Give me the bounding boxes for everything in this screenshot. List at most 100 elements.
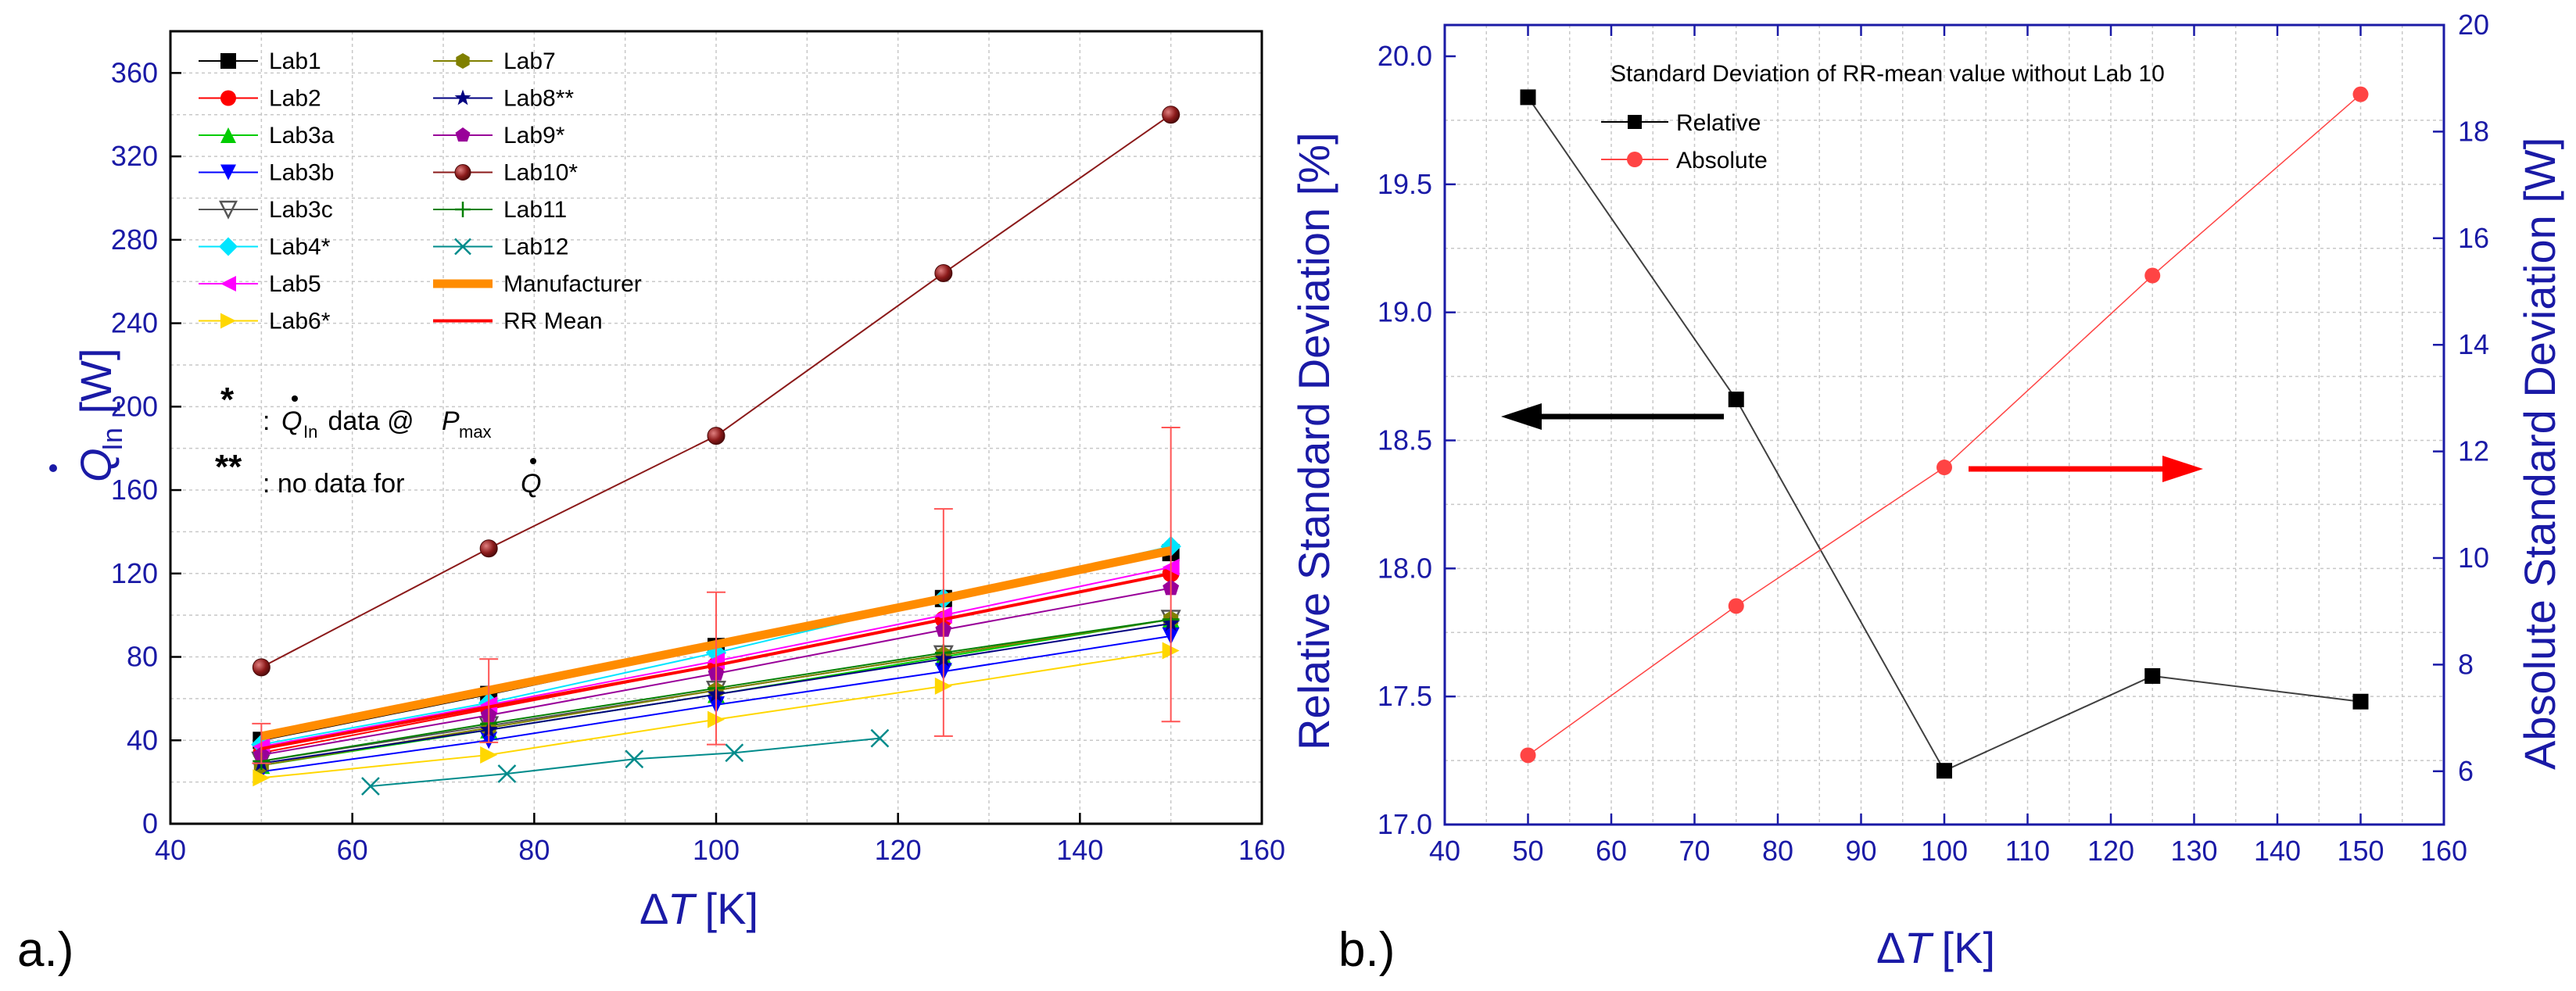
series-relative <box>1520 89 2369 779</box>
panel-a-legend: Lab1 Lab2 Lab3a Lab3b Lab3c Lab4* Lab5 Lab6* Lab… <box>199 48 642 335</box>
legend-label: Lab2 <box>269 86 321 112</box>
point-absolute <box>2352 86 2369 102</box>
legend-marker <box>456 53 470 69</box>
legend-marker <box>220 127 236 143</box>
legend-item-lab11: Lab11 <box>433 197 567 223</box>
legend-item-lab7: Lab7 <box>433 48 556 74</box>
series-line-absolute <box>1528 94 2361 756</box>
y-tick-label: 160 <box>111 474 158 506</box>
arrow-left-icon <box>1501 403 1542 430</box>
panel-b-y-right-label: Absolute Standard Deviation [W] <box>2515 138 2564 770</box>
star-q-sub: In <box>303 422 317 442</box>
point-lab10 <box>934 264 953 283</box>
star-text: data @ <box>321 406 421 436</box>
x-label-t: T <box>668 884 697 933</box>
legend-item-manufacturer: Manufacturer <box>433 271 642 297</box>
point-lab12 <box>870 728 890 748</box>
point-lab12 <box>497 764 517 783</box>
legend-item-rr-mean: RR Mean <box>433 309 603 335</box>
series-lab10 <box>252 106 1181 677</box>
legend-label: Lab11 <box>503 197 567 223</box>
panel-b-grid <box>1445 25 2444 825</box>
x-tick-label: 90 <box>1845 835 1876 867</box>
legend-relative-label: Relative <box>1676 110 1761 136</box>
panel-b-chart: 40 50 60 70 80 90 100 110 120 130 140 150 160 17.0 17.… <box>1289 9 2564 977</box>
x-tick-label: 110 <box>2005 835 2050 867</box>
x-tick-label: 160 <box>2420 835 2467 867</box>
star-colon: : <box>263 406 270 436</box>
y-tick-label: 240 <box>111 307 158 339</box>
panel-b-legend: Relative Absolute <box>1601 110 1768 174</box>
x-tick-label: 60 <box>1596 835 1627 867</box>
x-tick-label: 60 <box>337 834 368 866</box>
star-symbol: * <box>220 381 235 419</box>
star-q: Q <box>281 406 302 436</box>
x-label-delta-b: Δ <box>1876 923 1905 972</box>
legend-label: Lab3c <box>269 197 333 223</box>
point-relative <box>1728 392 1744 408</box>
point-absolute <box>1520 747 1536 764</box>
x-tick-label: 120 <box>2087 835 2134 867</box>
x-tick-label: 120 <box>875 834 922 866</box>
legend-label: Lab7 <box>503 48 556 74</box>
point-relative <box>2144 667 2161 684</box>
legend-marker <box>455 127 471 142</box>
legend-label: Lab6* <box>269 309 331 335</box>
x-tick-label: 80 <box>518 834 550 866</box>
series-absolute <box>1520 86 2369 764</box>
panel-b-y-left-label: Relative Standard Deviation [%] <box>1289 132 1338 750</box>
y-left-tick-label: 19.0 <box>1378 296 1432 328</box>
y-right-tick-label: 16 <box>2458 222 2489 254</box>
y-left-tick-label: 18.0 <box>1378 552 1432 584</box>
point-relative <box>1936 763 1952 779</box>
y-label-q-dot <box>49 464 57 472</box>
panel-a-chart: 40 60 80 100 120 140 1600408012016020024028032… <box>17 30 1285 977</box>
legend-absolute-marker <box>1627 152 1643 167</box>
x-tick-label: 100 <box>1921 835 1968 867</box>
legend-marker <box>455 202 471 217</box>
x-tick-label: 150 <box>2337 835 2384 867</box>
series-rr-mean <box>252 427 1181 764</box>
point-lab12 <box>361 777 380 796</box>
panel-b-x-axis-label: Δ T [K] <box>1876 923 1995 972</box>
legend-item-lab3a: Lab3a <box>199 123 335 148</box>
right-axis-arrow <box>1969 456 2203 482</box>
legend-item-lab1: Lab1 <box>199 48 321 74</box>
y-left-tick-label: 17.5 <box>1378 680 1432 712</box>
point-relative <box>2352 693 2369 710</box>
y-tick-label: 360 <box>111 56 158 88</box>
y-tick-label: 40 <box>127 724 158 756</box>
panel-a-grid <box>170 31 1262 824</box>
y-left-tick-label: 17.0 <box>1378 808 1432 840</box>
legend-item-lab10: Lab10* <box>433 160 578 186</box>
y-right-tick-label: 8 <box>2458 648 2474 680</box>
x-tick-label: 80 <box>1762 835 1793 867</box>
legend-marker <box>454 238 471 256</box>
point-absolute <box>2144 267 2161 284</box>
panel-a-label: a.) <box>17 923 73 977</box>
legend-label: Lab3b <box>269 160 334 186</box>
legend-marker <box>219 237 238 256</box>
x-label-unit-b: [K] <box>1929 923 1995 972</box>
y-tick-label: 280 <box>111 224 158 256</box>
panel-a-series <box>251 106 1181 796</box>
legend-label: Lab10* <box>503 160 578 186</box>
legend-label: Lab5 <box>269 271 321 297</box>
point-lab10 <box>1162 106 1181 124</box>
point-relative <box>1520 89 1536 106</box>
y-left-tick-label: 20.0 <box>1378 40 1432 72</box>
y-right-tick-label: 20 <box>2458 9 2489 41</box>
point-lab6 <box>480 746 498 764</box>
panel-b-series <box>1520 86 2369 779</box>
legend-item-lab8: Lab8** <box>433 86 574 112</box>
y-tick-label: 0 <box>142 807 158 839</box>
panel-a-y-axis-label: Q In [W] <box>49 348 128 482</box>
arrow-right-icon <box>2162 456 2203 482</box>
q-dot <box>292 395 298 402</box>
star-p: P <box>442 406 460 436</box>
star-p-sub: max <box>459 422 492 442</box>
legend-label: Manufacturer <box>503 271 642 297</box>
point-lab10 <box>707 427 726 445</box>
legend-marker <box>454 89 471 106</box>
